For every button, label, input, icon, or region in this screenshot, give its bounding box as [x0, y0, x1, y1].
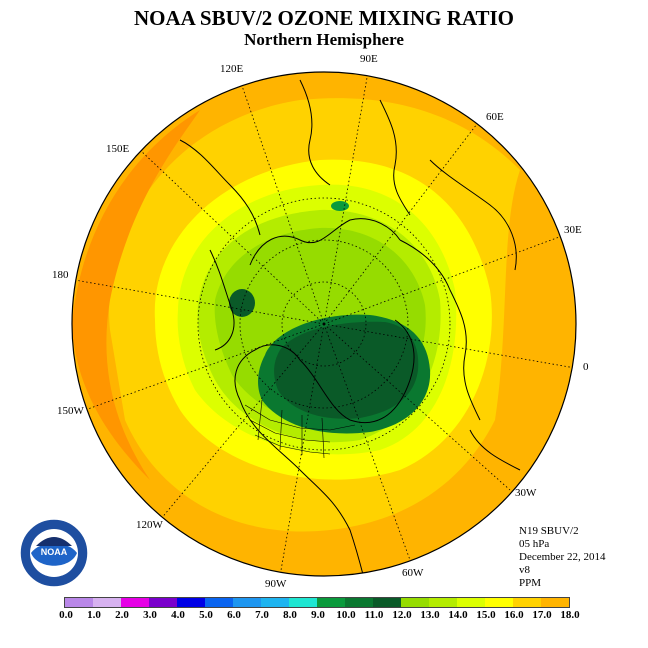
colorbar-tick-label: 2.0	[115, 609, 129, 621]
ozone-spot-arctic	[331, 201, 349, 211]
colorbar-tick-label: 8.0	[283, 609, 297, 621]
colorbar-ticks: 0.0 1.0 2.0 3.0 4.0 5.0 6.0 7.0 8.0 9.0 10.0 11.0 12…	[52, 609, 584, 621]
ozone-spot-alaska	[229, 289, 255, 317]
version-label: v8	[519, 564, 530, 576]
colorbar-swatch	[485, 598, 513, 607]
lon-label-120w: 120W	[136, 519, 164, 531]
lon-label-60e: 60E	[486, 111, 504, 123]
globe-outline	[71, 71, 577, 577]
colorbar-tick-label: 1.0	[87, 609, 101, 621]
colorbar-tick-label: 17.0	[532, 609, 552, 621]
colorbar-swatch	[65, 598, 93, 607]
colorbar-tick-label: 3.0	[143, 609, 157, 621]
colorbar-swatch	[317, 598, 345, 607]
colorbar-tick-label: 9.0	[311, 609, 325, 621]
colorbar-swatch	[541, 598, 569, 607]
noaa-logo: NOAA	[19, 518, 89, 588]
date-label: December 22, 2014	[519, 551, 606, 563]
lon-label-0: 0	[583, 361, 589, 373]
colorbar-swatch	[261, 598, 289, 607]
colorbar-swatch	[345, 598, 373, 607]
noaa-logo-text: NOAA	[41, 547, 68, 557]
colorbar-tick-label: 10.0	[336, 609, 356, 621]
colorbar-swatch	[401, 598, 429, 607]
satellite-label: N19 SBUV/2	[519, 525, 579, 537]
colorbar-swatch	[233, 598, 261, 607]
map-subtitle: Northern Hemisphere	[244, 30, 404, 49]
coastlines	[179, 79, 521, 576]
colorbar-tick-label: 0.0	[59, 609, 73, 621]
colorbar-tick-label: 4.0	[171, 609, 185, 621]
lon-label-180: 180	[52, 269, 69, 281]
pressure-level: 05 hPa	[519, 538, 550, 550]
colorbar-tick-label: 15.0	[476, 609, 496, 621]
colorbar-swatch	[93, 598, 121, 607]
map-title: NOAA SBUV/2 OZONE MIXING RATIO	[134, 6, 514, 30]
colorbar-tick-label: 16.0	[504, 609, 524, 621]
lon-label-150w: 150W	[57, 405, 85, 417]
colorbar-swatch	[457, 598, 485, 607]
colorbar-tick-label: 6.0	[227, 609, 241, 621]
colorbar-swatch	[373, 598, 401, 607]
lon-label-120e: 120E	[220, 63, 244, 75]
colorbar	[64, 597, 570, 608]
colorbar-tick-label: 14.0	[448, 609, 468, 621]
colorbar-tick-label: 13.0	[420, 609, 440, 621]
colorbar-tick-label: 12.0	[392, 609, 412, 621]
colorbar-swatch	[289, 598, 317, 607]
ozone-band-8	[274, 321, 419, 419]
info-block: N19 SBUV/2 05 hPa December 22, 2014 v8 P…	[519, 525, 605, 590]
colorbar-tick-label: 18.0	[560, 609, 580, 621]
colorbar-swatch	[429, 598, 457, 607]
lon-label-30e: 30E	[564, 224, 582, 236]
lon-label-60w: 60W	[402, 567, 424, 579]
colorbar-swatch	[177, 598, 205, 607]
units-label: PPM	[519, 577, 542, 589]
ozone-band-outer-16	[72, 110, 200, 480]
colorbar-tick-label: 5.0	[199, 609, 213, 621]
graticule	[74, 72, 576, 576]
lon-label-90w: 90W	[265, 578, 287, 590]
colorbar-tick-label: 7.0	[255, 609, 269, 621]
colorbar-swatch	[513, 598, 541, 607]
lon-label-90e: 90E	[360, 53, 378, 65]
lon-label-150e: 150E	[106, 143, 130, 155]
colorbar-swatch	[205, 598, 233, 607]
colorbar-tick-label: 11.0	[364, 609, 384, 621]
lon-label-30w: 30W	[515, 487, 537, 499]
us-grid	[244, 399, 356, 459]
colorbar-swatch	[149, 598, 177, 607]
colorbar-swatch	[121, 598, 149, 607]
